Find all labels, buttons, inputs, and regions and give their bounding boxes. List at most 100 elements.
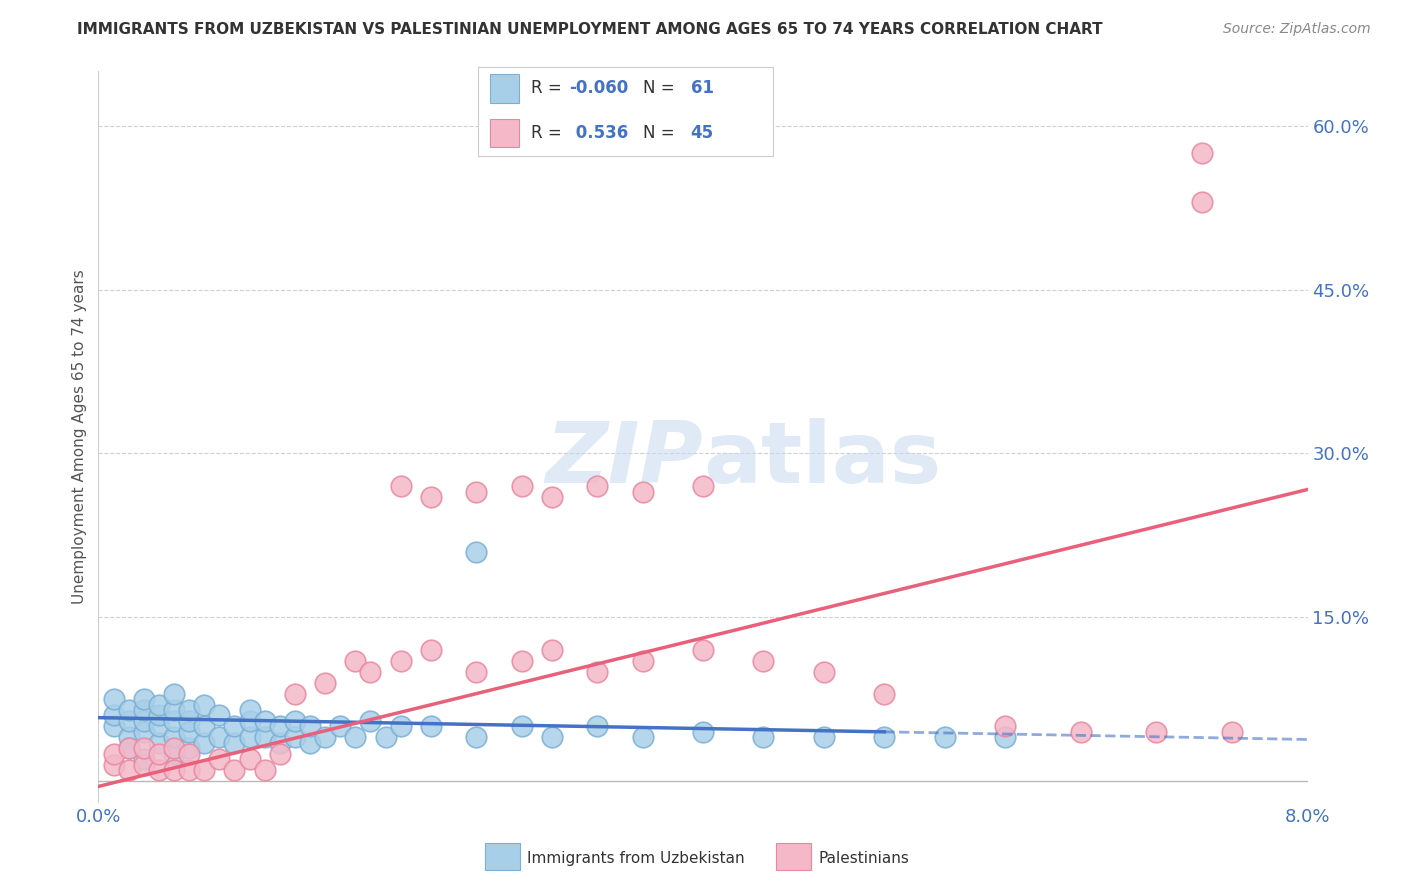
Point [465,484,488,499]
Point [179,747,201,761]
Point [103,747,125,761]
Bar [489,74,519,103]
Point [103,719,125,733]
Point [224,763,246,777]
Point [360,714,382,728]
Point [420,719,443,733]
Point [420,643,443,657]
Point [208,731,231,745]
Point [103,708,125,723]
Point [420,490,443,504]
Point [540,643,562,657]
Text: 61: 61 [690,79,714,97]
Point [132,752,155,766]
Point [179,763,201,777]
Point [934,731,956,745]
Point [148,698,170,712]
Point [586,665,609,679]
Point [465,665,488,679]
Text: IMMIGRANTS FROM UZBEKISTAN VS PALESTINIAN UNEMPLOYMENT AMONG AGES 65 TO 74 YEARS: IMMIGRANTS FROM UZBEKISTAN VS PALESTINIA… [77,22,1102,37]
Point [389,654,412,668]
Point [994,719,1017,733]
Point [692,643,714,657]
Point [1191,146,1213,161]
Point [329,719,352,733]
Point [374,731,396,745]
Point [586,479,609,493]
Point [344,731,367,745]
Point [465,545,488,559]
Point [118,731,141,745]
Point [1220,724,1243,739]
Point [193,719,215,733]
Point [193,698,215,712]
Point [132,741,155,756]
Point [148,747,170,761]
Point [163,741,186,756]
Text: Source: ZipAtlas.com: Source: ZipAtlas.com [1223,22,1371,37]
Point [163,731,186,745]
Point [314,731,336,745]
Point [118,703,141,717]
Point [148,736,170,750]
Text: atlas: atlas [703,417,941,500]
Text: 0.536: 0.536 [569,124,628,142]
Point [224,736,246,750]
Point [752,731,775,745]
Point [631,654,654,668]
Point [813,731,835,745]
Point [994,731,1017,745]
Point [163,703,186,717]
Point [239,714,262,728]
Point [118,741,141,756]
Point [163,763,186,777]
Point [631,484,654,499]
Point [284,687,307,701]
Point [179,741,201,756]
Point [132,724,155,739]
Point [389,479,412,493]
Point [253,763,276,777]
Point [873,687,896,701]
Point [631,731,654,745]
Point [132,703,155,717]
Point [1070,724,1092,739]
Point [510,719,533,733]
Point [873,731,896,745]
Point [752,654,775,668]
Text: N =: N = [644,79,681,97]
Point [284,731,307,745]
Point [1191,195,1213,210]
Point [208,708,231,723]
Point [179,714,201,728]
Point [465,731,488,745]
Point [510,654,533,668]
Point [132,714,155,728]
Point [269,747,291,761]
Text: N =: N = [644,124,681,142]
Point [692,479,714,493]
Point [193,736,215,750]
Point [269,736,291,750]
Point [344,654,367,668]
Text: 45: 45 [690,124,714,142]
Point [118,763,141,777]
Point [103,757,125,772]
Point [389,719,412,733]
Point [510,479,533,493]
Point [299,719,322,733]
Point [540,490,562,504]
Text: ZIP: ZIP [546,417,703,500]
Point [253,731,276,745]
Point [163,747,186,761]
Text: R =: R = [531,79,567,97]
Point [118,714,141,728]
Point [208,752,231,766]
Point [224,719,246,733]
Point [284,714,307,728]
Point [540,731,562,745]
Point [360,665,382,679]
Point [1146,724,1168,739]
Text: R =: R = [531,124,567,142]
Point [586,719,609,733]
